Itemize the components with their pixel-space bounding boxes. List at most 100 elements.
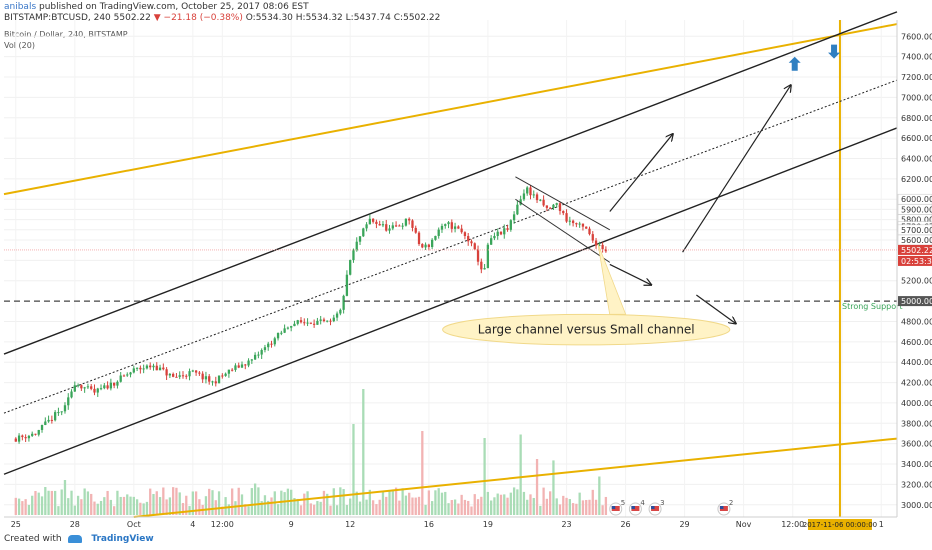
event-flag-stripe xyxy=(611,506,620,511)
candle-body xyxy=(53,412,57,421)
candle-body xyxy=(483,268,486,270)
candle-body xyxy=(224,373,227,376)
volume-bar xyxy=(509,492,512,515)
large-channel xyxy=(3,11,898,475)
candle-body xyxy=(480,261,483,270)
candle-body xyxy=(96,388,99,393)
time-tick-label: 19 xyxy=(483,520,493,529)
time-tick-label: 28 xyxy=(70,520,80,529)
volume-bar xyxy=(24,499,27,515)
candle-body xyxy=(273,338,276,345)
candle-body xyxy=(214,381,217,384)
author-link[interactable]: anibals xyxy=(4,2,37,12)
series-legend-title: Bitcoin / Dollar, 240, BITSTAMP xyxy=(4,30,128,39)
candle-body xyxy=(555,203,558,205)
volume-bar xyxy=(450,499,453,515)
event-flag-stripe xyxy=(719,506,728,511)
countdown-label: 02:53:38 xyxy=(901,257,932,266)
candle-body xyxy=(86,386,90,388)
price-tick-label: 4000.00 xyxy=(901,399,932,408)
small-channel-line xyxy=(515,198,611,263)
last-price-label: 5502.22 xyxy=(901,246,932,255)
candle-body xyxy=(119,375,122,382)
candle-body xyxy=(178,375,181,377)
candle-body xyxy=(227,369,231,374)
volume-bar xyxy=(260,501,263,515)
volume-bar xyxy=(47,490,50,515)
candle-body xyxy=(319,319,322,321)
candle-body xyxy=(371,218,375,222)
annotation-text: Large channel versus Small channel xyxy=(478,323,695,337)
candle-body xyxy=(250,359,253,361)
candle-body xyxy=(532,194,535,196)
time-tick-label: 23 xyxy=(561,520,571,529)
price-tick-label: 4200.00 xyxy=(901,379,932,388)
last-price-value: 5502.22 xyxy=(113,13,151,23)
volume-bar xyxy=(332,488,335,515)
volume-bar xyxy=(21,501,24,515)
volume-bar xyxy=(119,496,122,515)
time-axis: 2528Oct412:009121619232629Nov12:00412017… xyxy=(4,516,897,530)
volume-bar xyxy=(221,506,224,515)
annotation-pointer xyxy=(597,243,627,315)
candle-body xyxy=(457,226,460,229)
volume-bar xyxy=(549,491,552,515)
candle-body xyxy=(398,225,401,227)
volume-bar xyxy=(290,489,293,515)
volume-bar xyxy=(198,499,201,515)
candle-body xyxy=(411,220,414,228)
strong-support-label: Strong Support xyxy=(842,302,903,311)
candle-body xyxy=(299,320,303,323)
candle-body xyxy=(175,376,178,378)
candle-body xyxy=(470,241,473,244)
volume-bar xyxy=(270,497,273,515)
candle-body xyxy=(404,218,408,226)
time-tick-label: 12:00 xyxy=(211,520,234,529)
candle-body xyxy=(453,226,457,229)
price-tick-label: 6200.00 xyxy=(901,175,932,184)
volume-bar xyxy=(430,501,434,515)
volume-bar xyxy=(526,499,529,515)
volume-bar xyxy=(601,505,604,515)
candle-body xyxy=(434,235,437,240)
volume-bar xyxy=(378,499,381,515)
time-tick-label: 26 xyxy=(620,520,630,529)
candle-body xyxy=(221,375,224,377)
candle-body xyxy=(581,223,585,227)
support-price-box xyxy=(898,296,932,307)
price-tick-label: 5200.00 xyxy=(901,277,932,286)
volume-bar xyxy=(427,490,431,515)
candle-body xyxy=(342,295,345,310)
tradingview-brand[interactable]: TradingView xyxy=(91,534,154,544)
candle-body xyxy=(529,187,532,196)
volume-bar xyxy=(44,487,47,515)
ohlc-values: O:5534.30 H:5534.32 L:5437.74 C:5502.22 xyxy=(245,13,441,23)
candle-body xyxy=(21,435,24,438)
volume-bar xyxy=(345,504,349,515)
candle-body xyxy=(594,240,598,246)
candle-body xyxy=(40,425,44,430)
candle-body xyxy=(152,365,155,368)
candle-body xyxy=(506,228,509,230)
candle-body xyxy=(339,309,342,314)
candle-body xyxy=(103,385,106,389)
candle-body xyxy=(286,327,290,329)
candle-body xyxy=(312,323,316,325)
candle-body xyxy=(575,223,578,225)
candle-body xyxy=(467,236,470,242)
candle-body xyxy=(473,243,476,250)
price-axis: 3000.00 3200.00 3400.00 3600.00 3800.00 4000.… xyxy=(896,20,932,517)
volume-bar xyxy=(27,504,31,515)
volume-bar xyxy=(434,490,437,515)
volume-bar xyxy=(532,497,535,515)
volume-bar xyxy=(109,499,113,515)
volume-bar xyxy=(83,488,86,515)
volume-bar xyxy=(67,498,70,515)
candle-body xyxy=(283,328,286,333)
candle-body xyxy=(67,397,70,406)
gold-trendline xyxy=(133,437,898,518)
volume-bar xyxy=(349,498,352,515)
volume-bar xyxy=(132,496,135,515)
volume-bar xyxy=(411,497,414,515)
